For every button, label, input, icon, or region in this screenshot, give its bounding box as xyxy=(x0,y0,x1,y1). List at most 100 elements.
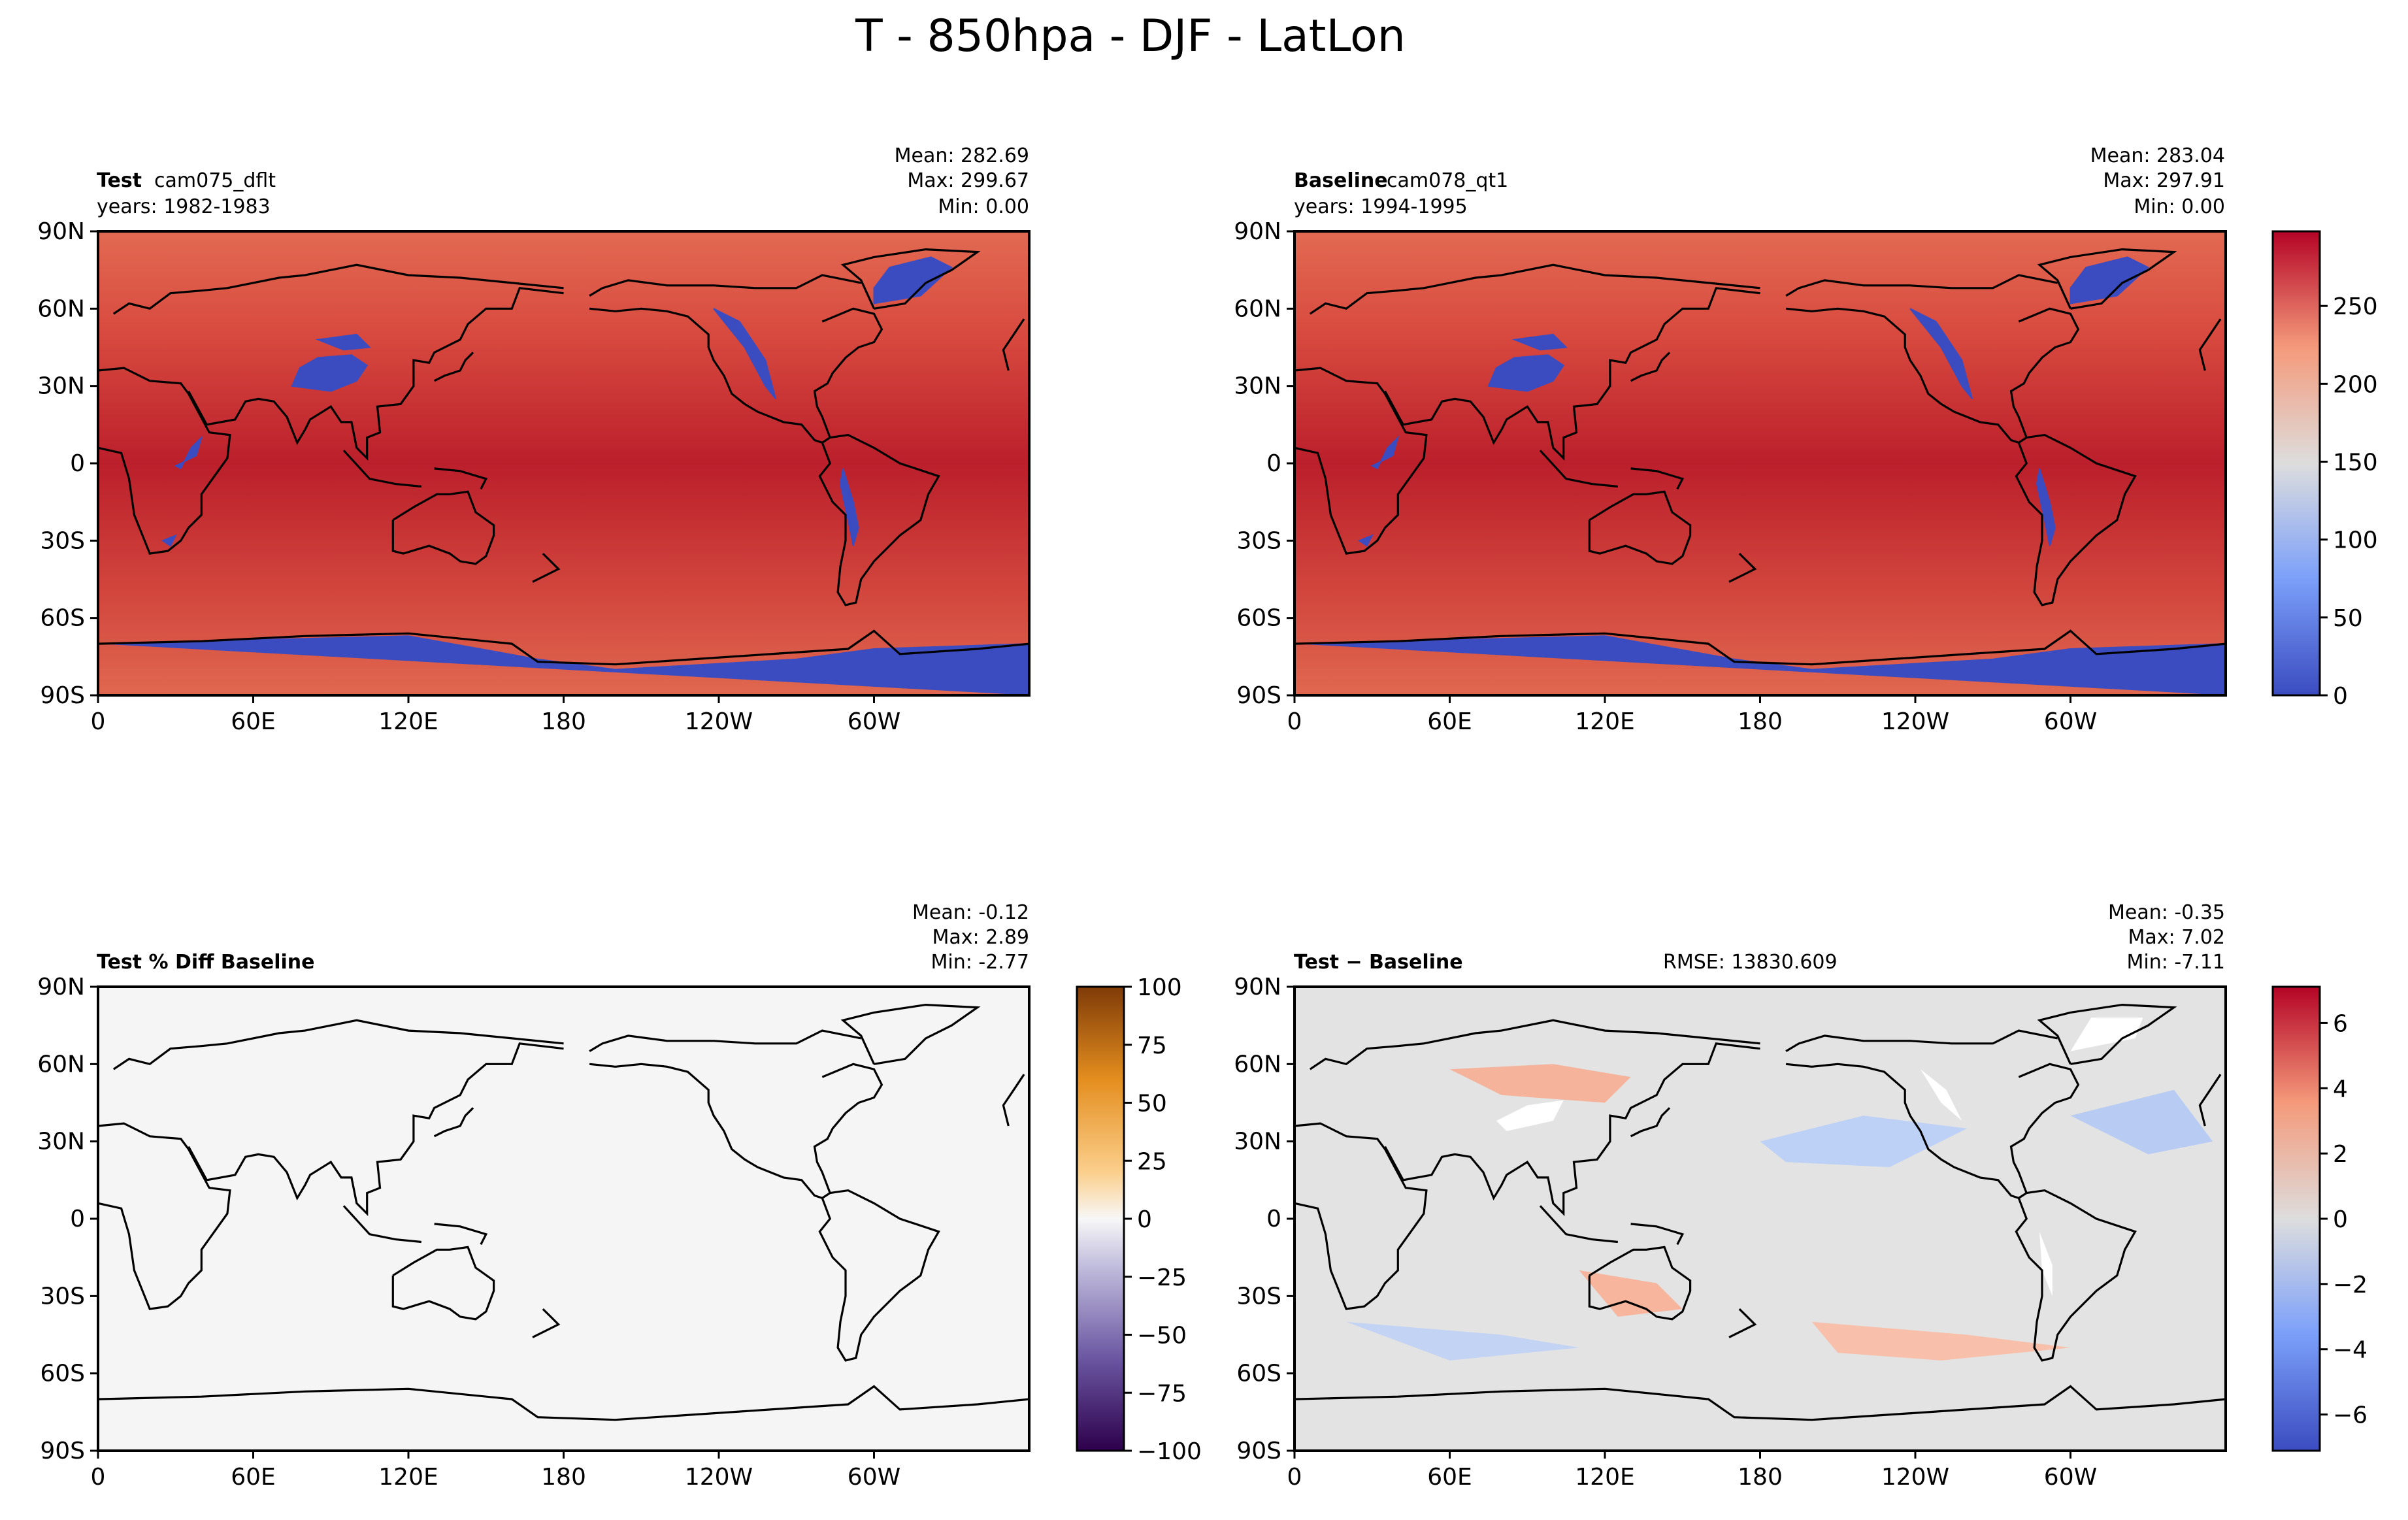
anomaly-region xyxy=(2070,1089,2213,1155)
anomaly-region xyxy=(1449,1064,1631,1103)
coastline xyxy=(1785,307,2080,444)
stat-min: Min: -7.11 xyxy=(2127,951,2226,974)
coastline xyxy=(434,1223,488,1246)
coastline xyxy=(1630,352,1671,382)
x-tick-label: 60E xyxy=(231,1464,276,1491)
coastline xyxy=(1294,1385,2226,1421)
low-temperature-region xyxy=(1294,635,2226,695)
colorbar-tick-label: 75 xyxy=(1137,1033,1167,1059)
stat-max: Max: 7.02 xyxy=(2128,926,2225,949)
y-tick-label: 0 xyxy=(70,1206,85,1232)
y-tick-label: 30S xyxy=(40,527,85,554)
coastline xyxy=(2015,433,2137,606)
stat-max: Max: 297.91 xyxy=(2103,169,2225,192)
low-temperature-region xyxy=(713,308,777,400)
coastline xyxy=(112,263,1025,371)
low-temperature-region xyxy=(2036,468,2056,546)
anomaly-region xyxy=(1346,1321,1579,1361)
y-tick-label: 60N xyxy=(1234,1051,1281,1078)
coastline xyxy=(434,467,488,490)
coastline xyxy=(818,1189,940,1362)
coastline xyxy=(2015,1189,2137,1362)
low-temperature-region xyxy=(2070,256,2150,305)
field-background xyxy=(1295,987,2226,1451)
field-background xyxy=(98,987,1029,1451)
colorbar-pct-diff: 100 75 50 25 0 −25 −50 −75 −100 xyxy=(1076,974,1202,1465)
colorbar-tick-label: −2 xyxy=(2333,1272,2367,1298)
coastline xyxy=(1384,287,1760,461)
colorbar-tick-label: 0 xyxy=(2333,683,2348,710)
coastline xyxy=(2037,248,2177,310)
coastline xyxy=(1785,274,2058,297)
panel-pct-diff: 0 60E 120E 180 120W 60W 90N 60N 30N 0 30S 60S 90S Te… xyxy=(37,901,1031,1491)
colorbar-gradient xyxy=(2271,230,2321,697)
colorbar-tick-label: 2 xyxy=(2333,1141,2348,1168)
colorbar-tick-label: −75 xyxy=(1137,1380,1187,1407)
x-tick-label: 180 xyxy=(1738,1464,1783,1491)
y-tick-label: 90S xyxy=(40,682,85,709)
anomaly-region xyxy=(1496,1100,1564,1131)
y-tick-label: 60S xyxy=(40,1361,85,1387)
coastline xyxy=(2037,1003,2177,1065)
coastline xyxy=(1630,467,1685,490)
coastline xyxy=(188,1042,564,1216)
x-tick-label: 120W xyxy=(1881,1464,1949,1491)
coastline xyxy=(1785,1063,2080,1200)
low-temperature-region xyxy=(291,354,369,392)
x-tick-label: 120E xyxy=(1575,1464,1634,1491)
coastline xyxy=(589,307,883,444)
low-temperature-region xyxy=(1909,308,1973,400)
coastline xyxy=(1630,1223,1685,1246)
x-tick-label: 120E xyxy=(378,708,438,735)
coastline xyxy=(589,1063,883,1200)
field-test: 0 60E 120E 180 120W 60W 90N 60N 30N 0 30S 60S 90S xyxy=(37,218,1031,735)
colorbar-gradient xyxy=(1076,985,1125,1452)
coastline xyxy=(840,1003,981,1065)
coastline xyxy=(840,248,981,310)
field-baseline: 0 60E 120E 180 120W 60W 90N 60N 30N 0 30S 60S 90S xyxy=(1234,218,2227,735)
y-tick-label: 30S xyxy=(40,1283,85,1310)
y-tick-label: 0 xyxy=(1266,1206,1281,1232)
coastline xyxy=(589,1029,862,1052)
anomaly-region xyxy=(1760,1115,1968,1168)
panel-label-bold: Baseline xyxy=(1294,169,1388,192)
anomaly-region xyxy=(2070,1017,2143,1051)
coastline xyxy=(391,1246,495,1321)
x-tick-label: 120W xyxy=(1881,708,1949,735)
coastline xyxy=(1588,490,1692,565)
low-temperature-region xyxy=(1487,354,1565,392)
anomaly-region xyxy=(2039,1231,2053,1297)
panel-label-bold: Test xyxy=(97,169,142,192)
field-background xyxy=(98,231,1029,695)
colorbar-top: 0 50 100 150 200 250 xyxy=(2271,230,2378,710)
x-tick-label: 120E xyxy=(1575,708,1634,735)
colorbar-tick-label: 100 xyxy=(1137,974,1182,1001)
x-tick-label: 0 xyxy=(1287,1464,1302,1491)
colorbar-tick-label: −50 xyxy=(1137,1323,1187,1349)
x-tick-label: 180 xyxy=(1738,708,1783,735)
coastline xyxy=(342,1205,421,1244)
colorbar-tick-label: 50 xyxy=(1137,1091,1167,1117)
y-tick-label: 60S xyxy=(1236,605,1281,632)
panel-years: years: 1994-1995 xyxy=(1294,195,1468,218)
coastline xyxy=(532,1308,561,1338)
coastline xyxy=(589,274,862,297)
x-tick-label: 0 xyxy=(91,1464,106,1491)
x-tick-label: 120W xyxy=(685,1464,753,1491)
y-tick-label: 90S xyxy=(1236,1438,1281,1464)
panel-label-bold: Test % Diff Baseline xyxy=(97,951,315,974)
y-tick-label: 60N xyxy=(37,295,85,322)
stat-mean: Mean: -0.12 xyxy=(912,901,1029,924)
colorbar-tick-label: 0 xyxy=(1137,1206,1152,1233)
anomaly-region xyxy=(1579,1270,1683,1317)
field-background xyxy=(1295,231,2226,695)
y-tick-label: 30N xyxy=(37,373,85,400)
rmse-label: RMSE: 13830.609 xyxy=(1663,951,1838,974)
stat-max: Max: 299.67 xyxy=(907,169,1029,192)
x-tick-label: 60W xyxy=(2044,1464,2097,1491)
y-tick-label: 60S xyxy=(1236,1361,1281,1387)
stat-min: Min: 0.00 xyxy=(2134,195,2225,218)
figure-title: T - 850hpa - DJF - LatLon xyxy=(855,10,1406,62)
x-tick-label: 60W xyxy=(2044,708,2097,735)
x-tick-label: 60W xyxy=(848,708,900,735)
